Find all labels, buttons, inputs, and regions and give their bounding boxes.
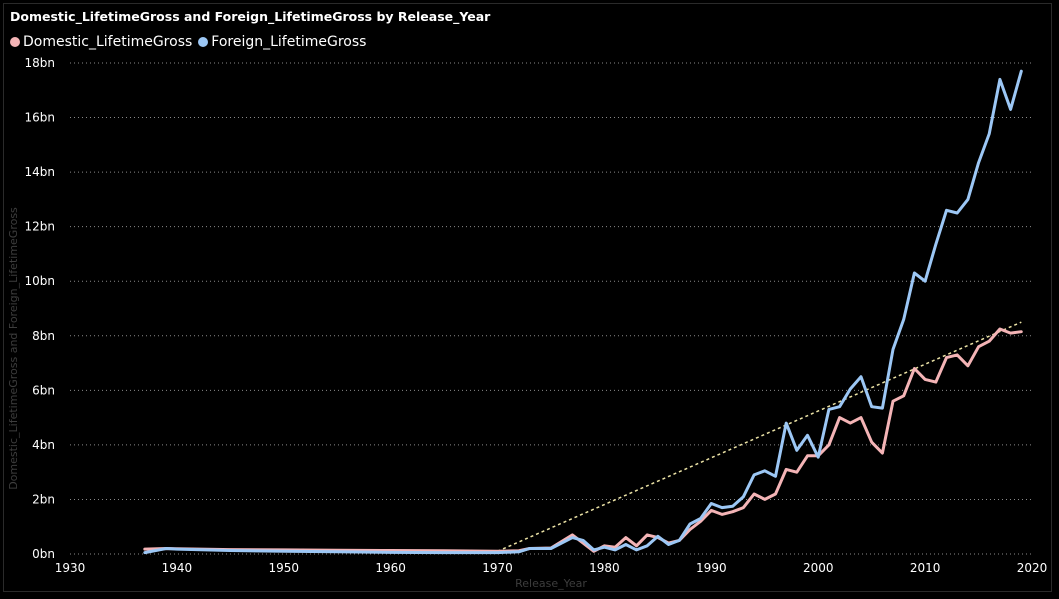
x-tick-label: 1980 <box>589 561 620 575</box>
y-tick-label: 18bn <box>25 56 56 70</box>
x-tick-label: 2010 <box>910 561 941 575</box>
legend-dot-domestic <box>10 37 20 47</box>
series-lines <box>143 69 1023 555</box>
legend-dot-foreign <box>198 37 209 47</box>
y-tick-label: 2bn <box>32 492 55 506</box>
chart-legend: Domestic_LifetimeGross Foreign_LifetimeG… <box>10 34 372 50</box>
y-tick-label: 12bn <box>25 220 56 234</box>
legend-item-foreign[interactable]: Foreign_LifetimeGross <box>198 34 366 50</box>
chart-title: Domestic_LifetimeGross and Foreign_Lifet… <box>10 9 491 24</box>
y-axis-title: Domestic_LifetimeGross and Foreign_Lifet… <box>7 207 20 490</box>
x-tick-label: 1960 <box>375 561 406 575</box>
x-axis: 1930 1940 1950 1960 1970 1980 1990 2000 2010 2020 <box>55 561 1048 575</box>
x-axis-title: Release_Year <box>515 577 587 590</box>
y-tick-label: 10bn <box>25 274 56 288</box>
x-tick-label: 1950 <box>269 561 300 575</box>
y-axis: 0bn 2bn 4bn 6bn 8bn 10bn 12bn 14bn 16bn 18bn <box>25 56 56 561</box>
y-tick-label: 8bn <box>32 329 55 343</box>
chart-frame: Domestic_LifetimeGross and Foreign_Lifet… <box>3 3 1052 592</box>
trend-line-path <box>497 321 1022 552</box>
legend-label-foreign: Foreign_LifetimeGross <box>211 34 367 50</box>
gridlines <box>70 62 1032 555</box>
x-tick-label: 1990 <box>696 561 727 575</box>
x-tick-label: 1970 <box>482 561 513 575</box>
series-line-foreign[interactable] <box>143 69 1023 555</box>
y-tick-label: 16bn <box>25 111 56 125</box>
legend-item-domestic[interactable]: Domestic_LifetimeGross <box>10 34 192 50</box>
trend-line <box>497 321 1022 552</box>
x-tick-label: 2020 <box>1017 561 1048 575</box>
y-tick-label: 4bn <box>32 438 55 452</box>
x-tick-label: 1930 <box>55 561 86 575</box>
legend-label-domestic: Domestic_LifetimeGross <box>23 34 193 50</box>
y-tick-label: 0bn <box>32 547 55 561</box>
y-tick-label: 14bn <box>25 165 56 179</box>
x-tick-label: 2000 <box>803 561 834 575</box>
x-tick-label: 1940 <box>162 561 193 575</box>
y-tick-label: 6bn <box>32 383 55 397</box>
